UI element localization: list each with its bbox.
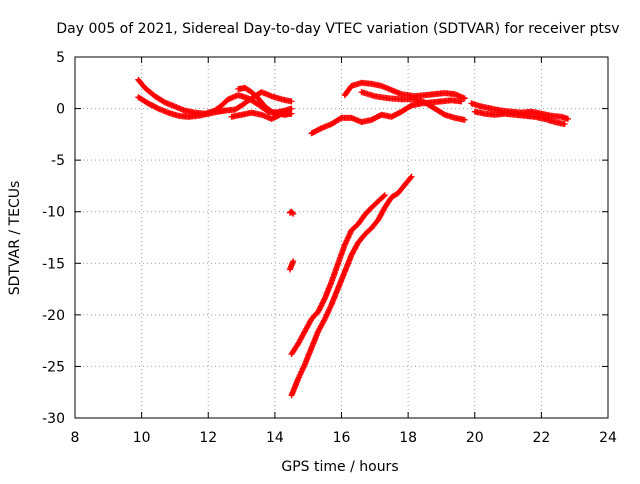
series-mark-3 <box>228 108 288 122</box>
y-tick-label-0: 5 <box>56 50 65 66</box>
x-tick-label-2: 12 <box>199 430 217 446</box>
series-track-g-afternoon <box>358 89 468 123</box>
series-track-m-short <box>286 258 297 273</box>
x-tick-label-4: 16 <box>333 430 351 446</box>
series-mark-10 <box>288 192 388 358</box>
series-layer <box>135 76 571 399</box>
series-track-f-afternoon <box>341 79 468 102</box>
y-tick-label-4: -15 <box>42 256 65 272</box>
series-mark-5 <box>341 79 468 102</box>
axes-layer: 8 10 12 14 16 18 20 22 24 5 0 -5 -10 -15 -20 -25 -30 <box>42 50 617 446</box>
x-tick-label-6: 20 <box>466 430 484 446</box>
y-tick-label-3: -10 <box>42 205 65 221</box>
y-tick-label-5: -20 <box>42 308 65 324</box>
series-mark-8 <box>471 108 568 127</box>
x-tick-label-7: 22 <box>532 430 550 446</box>
series-track-j-descent <box>288 173 415 399</box>
y-tick-label-6: -25 <box>42 359 65 375</box>
series-mark-11 <box>286 208 297 217</box>
series-track-i-evening <box>471 108 568 127</box>
series-track-d-morning <box>228 108 288 122</box>
series-mark-12 <box>286 258 297 273</box>
y-tick-label-2: -5 <box>51 153 65 169</box>
x-tick-label-3: 14 <box>266 430 284 446</box>
x-axis-title: GPS time / hours <box>281 459 398 475</box>
x-tick-label-0: 8 <box>71 430 80 446</box>
y-tick-label-1: 0 <box>56 102 65 118</box>
y-axis-title: SDTVAR / TECUs <box>7 181 23 296</box>
series-mark-6 <box>358 89 468 123</box>
x-tick-label-5: 18 <box>399 430 417 446</box>
series-track-l-short <box>286 208 297 217</box>
x-tick-label-8: 24 <box>599 430 617 446</box>
x-tick-label-1: 10 <box>133 430 151 446</box>
chart-title: Day 005 of 2021, Sidereal Day-to-day VTE… <box>56 21 619 37</box>
y-tick-label-7: -30 <box>42 411 65 427</box>
series-mark-9 <box>288 173 415 399</box>
series-track-k-descent <box>288 192 388 358</box>
